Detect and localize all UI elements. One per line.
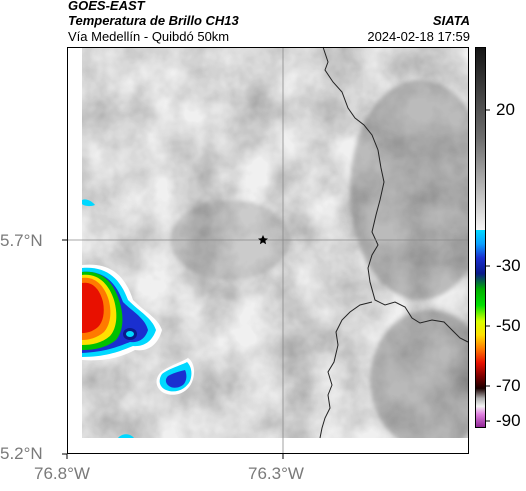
x-tick-label: 76.3°W [248, 464, 304, 483]
colorbar-label: 20 [496, 100, 515, 119]
small-cell-northwest [82, 199, 95, 207]
satellite-title: GOES-EAST [68, 0, 145, 13]
y-tick-label: 5.2°N [0, 444, 43, 463]
colorbar-label: -30 [496, 256, 521, 275]
no-data-left [67, 47, 82, 427]
no-data-bottom [67, 438, 469, 454]
river-boundary-line [319, 301, 373, 439]
colorbar [475, 47, 490, 428]
product-title: Temperatura de Brillo CH13 [68, 13, 239, 28]
region-subtitle: Vía Medellín - Quibdó 50km [68, 29, 230, 44]
colorbar-label: -50 [496, 316, 521, 335]
convective-cell-west [82, 264, 162, 361]
agency-label: SIATA [432, 13, 470, 28]
colorbar-label: -90 [496, 411, 521, 430]
y-tick-label: 5.7°N [0, 231, 43, 250]
datetime-label: 2024-02-18 17:59 [367, 29, 470, 44]
colorbar-label: -70 [496, 376, 521, 395]
map-frame [67, 47, 469, 454]
admin-boundary-line [322, 46, 469, 343]
temperature-field [82, 47, 468, 438]
small-cell-bottom [118, 434, 134, 438]
star-marker-icon [258, 235, 268, 245]
convective-cell-south [156, 358, 195, 395]
x-tick-label: 76.8°W [34, 464, 90, 483]
